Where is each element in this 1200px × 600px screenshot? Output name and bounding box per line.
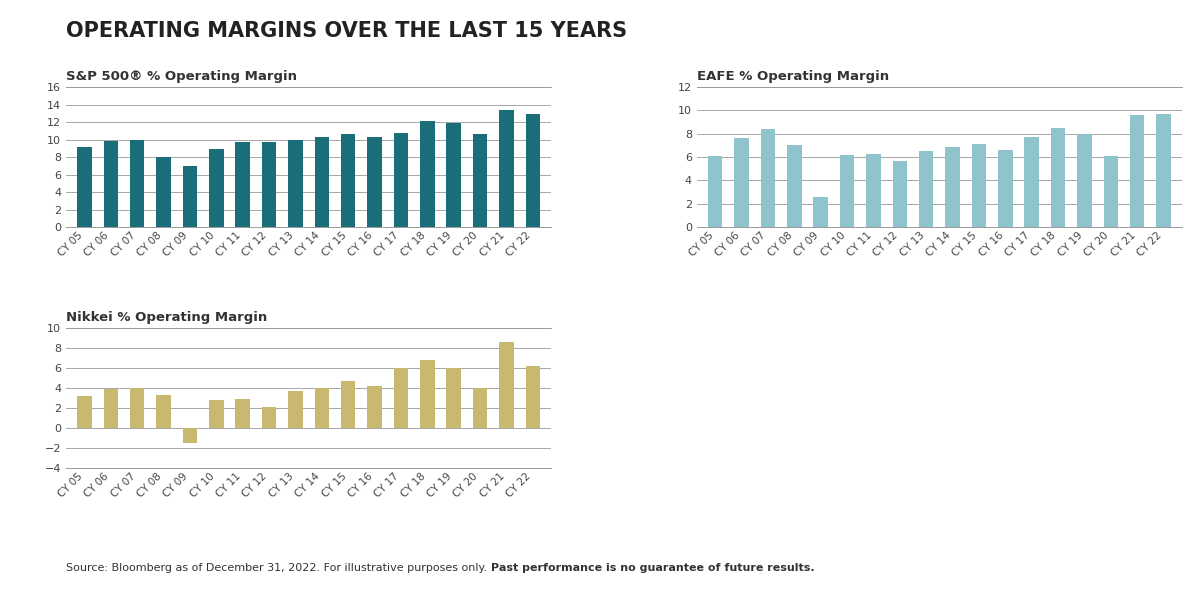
Bar (998, 150, 1013, 227)
Bar (262, 142, 276, 227)
Bar (314, 137, 329, 227)
Bar (394, 368, 408, 428)
Bar (840, 155, 854, 227)
Bar (1104, 156, 1118, 227)
Bar (367, 386, 382, 428)
Text: EAFE % Operating Margin: EAFE % Operating Margin (697, 70, 889, 83)
Bar (499, 110, 514, 227)
Bar (103, 141, 118, 227)
Bar (77, 146, 91, 227)
Bar (866, 154, 881, 227)
Bar (367, 137, 382, 227)
Bar (1025, 137, 1039, 227)
Bar (526, 366, 540, 428)
Bar (919, 151, 934, 227)
Bar (341, 381, 355, 428)
Bar (156, 395, 170, 428)
Text: OPERATING MARGINS OVER THE LAST 15 YEARS: OPERATING MARGINS OVER THE LAST 15 YEARS (66, 21, 628, 41)
Bar (420, 121, 434, 227)
Bar (209, 149, 223, 227)
Bar (446, 368, 461, 428)
Bar (156, 157, 170, 227)
Bar (341, 134, 355, 227)
Bar (288, 140, 302, 227)
Bar (288, 391, 302, 428)
Bar (526, 114, 540, 227)
Bar (420, 360, 434, 428)
Bar (209, 400, 223, 428)
Bar (473, 388, 487, 428)
Bar (235, 399, 250, 428)
Text: Nikkei % Operating Margin: Nikkei % Operating Margin (66, 311, 268, 324)
Bar (130, 388, 144, 428)
Bar (182, 428, 197, 443)
Bar (893, 161, 907, 227)
Bar (787, 145, 802, 227)
Bar (1078, 134, 1092, 227)
Bar (814, 197, 828, 227)
Text: Past performance is no guarantee of future results.: Past performance is no guarantee of futu… (491, 563, 815, 573)
Bar (499, 342, 514, 428)
Bar (394, 133, 408, 227)
Bar (235, 142, 250, 227)
Bar (1157, 114, 1171, 227)
Bar (734, 139, 749, 227)
Bar (182, 166, 197, 227)
Bar (446, 123, 461, 227)
Bar (1051, 128, 1066, 227)
Bar (103, 389, 118, 428)
Bar (972, 144, 986, 227)
Bar (1130, 115, 1145, 227)
Bar (946, 146, 960, 227)
Bar (314, 388, 329, 428)
Bar (708, 156, 722, 227)
Bar (473, 134, 487, 227)
Bar (761, 129, 775, 227)
Bar (77, 396, 91, 428)
Bar (262, 407, 276, 428)
Bar (130, 140, 144, 227)
Text: Source: Bloomberg as of December 31, 2022. For illustrative purposes only.: Source: Bloomberg as of December 31, 202… (66, 563, 491, 573)
Text: S&P 500® % Operating Margin: S&P 500® % Operating Margin (66, 70, 298, 83)
